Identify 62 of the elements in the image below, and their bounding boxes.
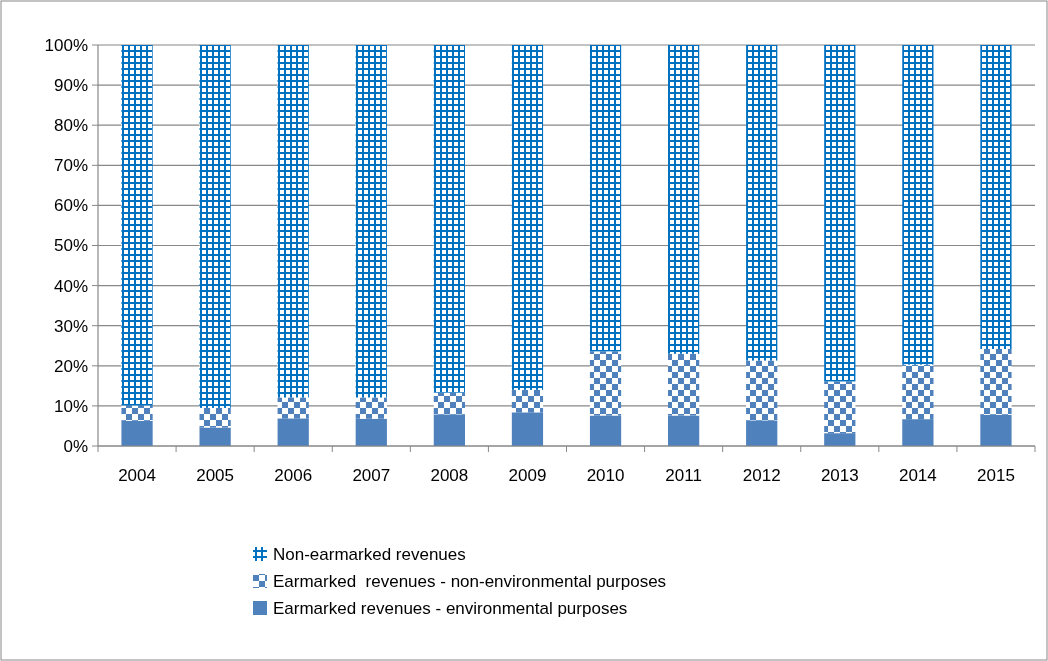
bar	[746, 420, 778, 446]
x-tick-label: 2014	[898, 466, 937, 485]
x-tick-label: 2015	[977, 466, 1015, 485]
x-tick-label: 2007	[352, 466, 391, 485]
bar	[824, 433, 856, 446]
x-tick-label: 2013	[820, 466, 859, 485]
bar	[902, 364, 934, 420]
bar	[980, 45, 1012, 349]
y-tick-label: 70%	[53, 156, 88, 176]
bar	[277, 418, 309, 446]
y-tick-label: 20%	[53, 356, 88, 376]
bar	[589, 415, 622, 446]
y-tick-label: 80%	[53, 116, 88, 136]
bar	[980, 414, 1012, 446]
bar	[355, 397, 387, 419]
y-tick-label: 0%	[63, 436, 88, 456]
bar	[199, 407, 231, 428]
x-tick-label: 2011	[665, 466, 702, 485]
bar	[121, 45, 153, 406]
y-tick-label: 30%	[53, 316, 88, 336]
bar	[746, 360, 778, 421]
bar	[121, 420, 153, 446]
bar	[121, 405, 153, 421]
bar	[824, 45, 856, 382]
bar	[589, 45, 622, 352]
x-tick-label: 2009	[508, 466, 547, 485]
bar	[277, 397, 309, 419]
y-tick-label: 100%	[44, 35, 88, 55]
bar	[355, 45, 387, 398]
x-tick-label: 2010	[586, 466, 625, 485]
bar	[668, 45, 700, 354]
bar	[199, 427, 231, 446]
bar	[433, 392, 465, 415]
x-tick-label: 2012	[742, 466, 781, 485]
bar	[355, 418, 387, 446]
bar	[277, 45, 309, 398]
bar	[746, 45, 778, 361]
legend-label: Earmarked revenues - environmental purposes	[273, 599, 628, 618]
y-tick-label: 10%	[53, 396, 88, 416]
bar	[433, 45, 465, 393]
y-tick-label: 40%	[53, 276, 88, 296]
y-tick-label: 50%	[53, 236, 88, 256]
y-tick-label: 60%	[53, 196, 88, 216]
bar	[511, 412, 544, 446]
x-tick-label: 2004	[118, 466, 156, 485]
x-tick-label: 2005	[196, 466, 235, 485]
bar	[902, 45, 934, 365]
bar	[433, 414, 465, 446]
bar	[511, 45, 544, 390]
bar	[668, 415, 700, 446]
x-tick-label: 2008	[430, 466, 469, 485]
x-tick-label: 2006	[274, 466, 313, 485]
bar	[511, 389, 544, 413]
y-tick-label: 90%	[53, 76, 88, 96]
bar	[824, 381, 856, 434]
bar	[589, 351, 622, 416]
bar	[980, 348, 1012, 415]
bar	[199, 45, 231, 408]
legend-label: Earmarked revenues - non-environmental purposes	[273, 572, 667, 591]
legend-label: Non-earmarked revenues	[273, 545, 466, 564]
bar	[668, 353, 700, 416]
bar	[902, 419, 934, 446]
